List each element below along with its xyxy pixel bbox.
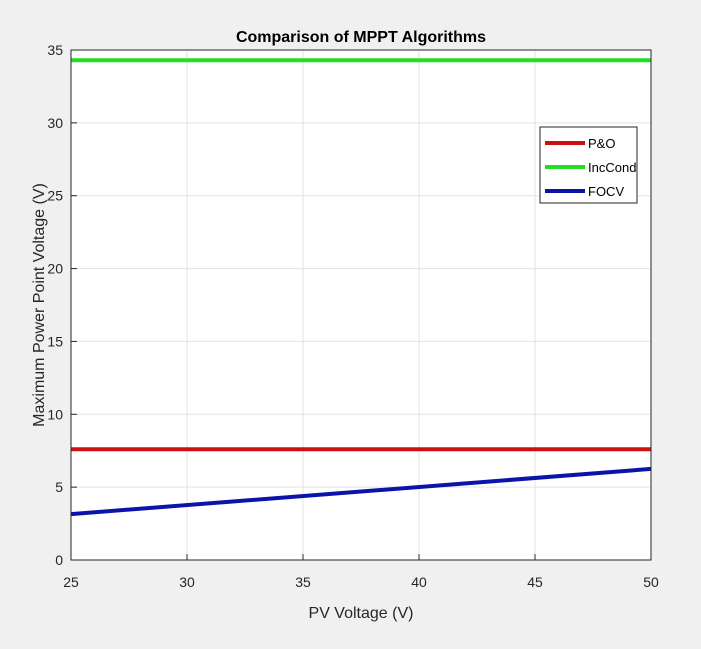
series-line-focv <box>70 466 652 517</box>
y-tick-label: 35 <box>47 42 63 58</box>
y-tick-label: 10 <box>47 406 63 422</box>
x-tick-label: 25 <box>63 574 79 590</box>
plot-frame <box>70 49 652 561</box>
y-tick-label: 30 <box>47 115 63 131</box>
chart-title: Comparison of MPPT Algorithms <box>236 29 486 46</box>
legend: P&O IncCond FOCV <box>539 126 638 204</box>
x-tick-label: 30 <box>179 574 195 590</box>
x-axis-label: PV Voltage (V) <box>309 605 414 622</box>
y-tick-label: 20 <box>47 261 63 277</box>
y-tick-label: 0 <box>55 552 63 568</box>
y-axis-label: Maximum Power Point Voltage (V) <box>31 183 48 427</box>
legend-label-focv: FOCV <box>588 184 624 199</box>
legend-label-inccond: IncCond <box>588 160 636 175</box>
y-tick-label: 25 <box>47 188 63 204</box>
legend-label-p-o: P&O <box>588 136 615 151</box>
x-tick-label: 45 <box>527 574 543 590</box>
x-tick-label: 40 <box>411 574 427 590</box>
y-tick-label: 15 <box>47 333 63 349</box>
y-tick-label: 5 <box>55 479 63 495</box>
ticks: 25 30 35 40 45 50 0 5 10 15 20 25 30 35 <box>47 42 659 590</box>
x-tick-label: 50 <box>643 574 659 590</box>
series-layer <box>70 58 652 517</box>
x-tick-label: 35 <box>295 574 311 590</box>
